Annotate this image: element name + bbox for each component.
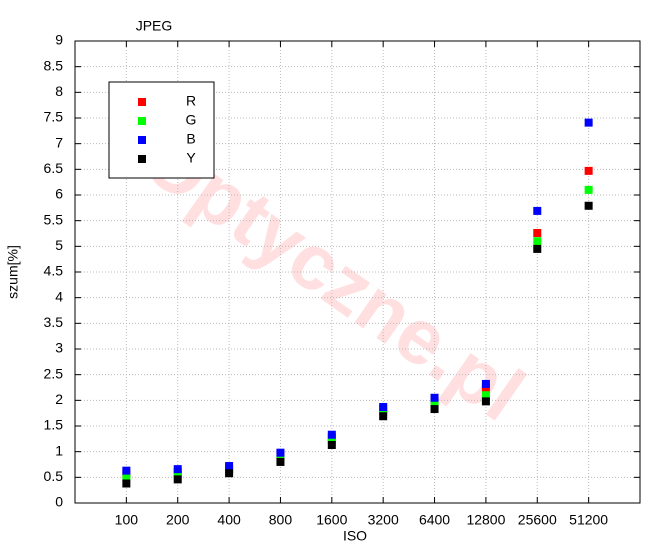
point <box>276 448 285 457</box>
legend-marker <box>138 117 146 125</box>
point <box>225 469 234 478</box>
point <box>533 228 542 237</box>
point <box>122 466 131 475</box>
point <box>533 244 542 253</box>
point <box>379 403 388 412</box>
point <box>225 462 234 471</box>
legend-label: R <box>186 93 196 109</box>
point <box>173 475 182 484</box>
legend-marker <box>138 98 146 106</box>
point <box>122 473 131 482</box>
y-tick-label: 5 <box>55 237 63 253</box>
point <box>584 185 593 194</box>
legend-marker <box>138 155 146 163</box>
point <box>584 166 593 175</box>
point <box>327 436 336 445</box>
y-tick-label: 7.5 <box>44 109 64 125</box>
point <box>379 412 388 421</box>
x-tick-label: 25600 <box>518 512 557 528</box>
x-tick-label: 6400 <box>419 512 450 528</box>
x-tick-label: 100 <box>115 512 139 528</box>
y-tick-label: 2.5 <box>44 365 64 381</box>
y-tick-label: 0 <box>55 494 63 510</box>
y-tick-label: 1 <box>55 442 63 458</box>
point <box>173 470 182 479</box>
point <box>122 479 131 488</box>
y-tick-label: 6.5 <box>44 160 64 176</box>
y-tick-label: 0.5 <box>44 468 64 484</box>
point <box>327 430 336 439</box>
x-tick-label: 3200 <box>368 512 399 528</box>
point <box>430 398 439 407</box>
y-tick-label: 6 <box>55 186 63 202</box>
point <box>276 457 285 466</box>
point <box>584 201 593 210</box>
point <box>327 440 336 449</box>
point <box>276 453 285 462</box>
point <box>379 407 388 416</box>
y-tick-label: 3.5 <box>44 314 64 330</box>
point <box>430 405 439 414</box>
y-tick-label: 8 <box>55 83 63 99</box>
x-tick-label: 12800 <box>466 512 505 528</box>
x-tick-label: 1600 <box>316 512 347 528</box>
point <box>430 393 439 402</box>
y-tick-label: 8.5 <box>44 57 64 73</box>
x-tick-label: 400 <box>217 512 241 528</box>
legend-label: Y <box>186 150 196 166</box>
point <box>481 397 490 406</box>
x-tick-label: 800 <box>269 512 293 528</box>
point <box>481 391 490 400</box>
plot-frame <box>74 40 641 504</box>
legend-label: B <box>186 131 195 147</box>
x-axis-label: ISO <box>343 528 367 544</box>
point <box>533 206 542 215</box>
legend-label: G <box>186 112 197 128</box>
y-tick-label: 7 <box>55 134 63 150</box>
y-tick-label: 5.5 <box>44 211 64 227</box>
y-tick-label: 9 <box>55 32 63 48</box>
legend-box <box>108 81 215 179</box>
point <box>533 237 542 246</box>
y-axis-label: szum[%] <box>5 245 21 299</box>
y-tick-label: 4.5 <box>44 263 64 279</box>
legend-marker <box>138 136 146 144</box>
x-tick-label: 51200 <box>569 512 608 528</box>
y-tick-label: 1.5 <box>44 417 64 433</box>
y-tick-label: 3 <box>55 340 63 356</box>
chart-title: JPEG <box>136 18 173 34</box>
x-tick-label: 200 <box>166 512 190 528</box>
point <box>173 465 182 474</box>
y-tick-label: 2 <box>55 391 63 407</box>
point <box>481 379 490 388</box>
y-tick-label: 4 <box>55 288 63 304</box>
point <box>584 118 593 127</box>
